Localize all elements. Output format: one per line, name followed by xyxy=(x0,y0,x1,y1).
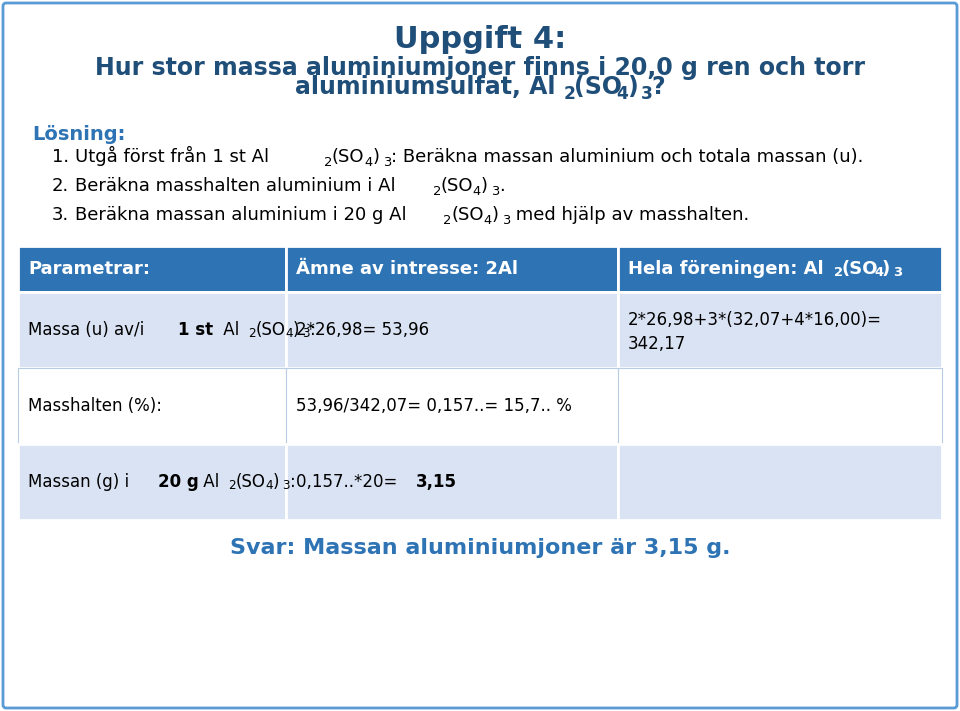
Bar xyxy=(618,292,942,368)
Text: (SO: (SO xyxy=(255,321,285,339)
Text: (SO: (SO xyxy=(451,206,484,224)
Text: (SO: (SO xyxy=(842,260,878,278)
Text: 2: 2 xyxy=(324,156,332,169)
Text: Beräkna masshalten aluminium i Al: Beräkna masshalten aluminium i Al xyxy=(75,177,396,195)
Text: 3: 3 xyxy=(492,185,500,198)
Text: Uppgift 4:: Uppgift 4: xyxy=(394,24,566,53)
Bar xyxy=(18,292,286,368)
Text: 3: 3 xyxy=(502,213,511,227)
Text: aluminiumsulfat, Al: aluminiumsulfat, Al xyxy=(295,75,555,99)
FancyBboxPatch shape xyxy=(3,3,957,708)
Text: 4: 4 xyxy=(365,156,372,169)
Text: 20 g: 20 g xyxy=(158,473,199,491)
Text: 2.: 2. xyxy=(52,177,69,195)
Text: 2: 2 xyxy=(834,266,843,279)
Text: med hjälp av masshalten.: med hjälp av masshalten. xyxy=(510,206,750,224)
Text: ): ) xyxy=(882,260,890,278)
Text: 1 st: 1 st xyxy=(178,321,213,339)
Text: (SO: (SO xyxy=(332,148,365,166)
Text: (SO: (SO xyxy=(441,177,472,195)
Text: 2: 2 xyxy=(444,213,451,227)
Bar xyxy=(18,246,286,292)
Text: 1.: 1. xyxy=(52,148,69,166)
Text: ): ) xyxy=(273,473,279,491)
Text: :: : xyxy=(290,473,296,491)
Text: Masshalten (%):: Masshalten (%): xyxy=(28,397,162,415)
Text: 0,157..*20=: 0,157..*20= xyxy=(296,473,402,491)
Text: Hur stor massa aluminiumjoner finns i 20,0 g ren och torr: Hur stor massa aluminiumjoner finns i 20… xyxy=(95,56,865,80)
Bar xyxy=(618,368,942,444)
Text: ): ) xyxy=(481,177,488,195)
Text: 342,17: 342,17 xyxy=(628,335,686,353)
Text: 2: 2 xyxy=(433,185,441,198)
Text: 3: 3 xyxy=(302,327,310,340)
Text: 3: 3 xyxy=(383,156,392,169)
Bar xyxy=(18,444,286,520)
Text: Lösning:: Lösning: xyxy=(32,124,126,144)
Text: 53,96/342,07= 0,157..= 15,7.. %: 53,96/342,07= 0,157..= 15,7.. % xyxy=(296,397,572,415)
Text: ): ) xyxy=(293,321,299,339)
Text: 3.: 3. xyxy=(52,206,69,224)
Text: Ämne av intresse: 2Al: Ämne av intresse: 2Al xyxy=(296,260,518,278)
Text: Utgå först från 1 st Al: Utgå först från 1 st Al xyxy=(75,146,269,166)
Text: Svar: Massan aluminiumjoner är 3,15 g.: Svar: Massan aluminiumjoner är 3,15 g. xyxy=(229,538,731,558)
Bar xyxy=(618,246,942,292)
Text: 2: 2 xyxy=(228,479,235,492)
Text: 2: 2 xyxy=(564,85,576,103)
Text: 3,15: 3,15 xyxy=(416,473,457,491)
Text: ?: ? xyxy=(651,75,664,99)
Text: .: . xyxy=(499,177,505,195)
Text: 4: 4 xyxy=(265,479,273,492)
Text: 4: 4 xyxy=(472,185,481,198)
Text: (SO: (SO xyxy=(235,473,265,491)
Bar xyxy=(286,292,618,368)
Text: 4: 4 xyxy=(285,327,293,340)
Text: 4: 4 xyxy=(875,266,883,279)
Text: Massa (u) av/i: Massa (u) av/i xyxy=(28,321,150,339)
Text: :: : xyxy=(309,321,315,339)
Text: 4: 4 xyxy=(484,213,492,227)
Text: Massan (g) i: Massan (g) i xyxy=(28,473,134,491)
Text: 2: 2 xyxy=(248,327,255,340)
Text: 2*26,98+3*(32,07+4*16,00)=: 2*26,98+3*(32,07+4*16,00)= xyxy=(628,311,882,329)
Bar xyxy=(18,368,286,444)
Text: 3: 3 xyxy=(893,266,901,279)
Text: Parametrar:: Parametrar: xyxy=(28,260,150,278)
Text: 4: 4 xyxy=(616,85,629,103)
Text: Al: Al xyxy=(218,321,239,339)
Text: Al: Al xyxy=(198,473,219,491)
Text: Beräkna massan aluminium i 20 g Al: Beräkna massan aluminium i 20 g Al xyxy=(75,206,407,224)
Bar xyxy=(286,368,618,444)
Text: ): ) xyxy=(627,75,637,99)
Text: 3: 3 xyxy=(641,85,653,103)
Bar xyxy=(286,246,618,292)
Text: 2*26,98= 53,96: 2*26,98= 53,96 xyxy=(296,321,429,339)
Text: ): ) xyxy=(492,206,498,224)
Text: : Beräkna massan aluminium och totala massan (u).: : Beräkna massan aluminium och totala ma… xyxy=(391,148,863,166)
Bar xyxy=(286,444,618,520)
Bar xyxy=(618,444,942,520)
Text: 3: 3 xyxy=(282,479,290,492)
Text: (SO: (SO xyxy=(574,75,622,99)
Text: ): ) xyxy=(372,148,379,166)
Text: Hela föreningen: Al: Hela föreningen: Al xyxy=(628,260,824,278)
